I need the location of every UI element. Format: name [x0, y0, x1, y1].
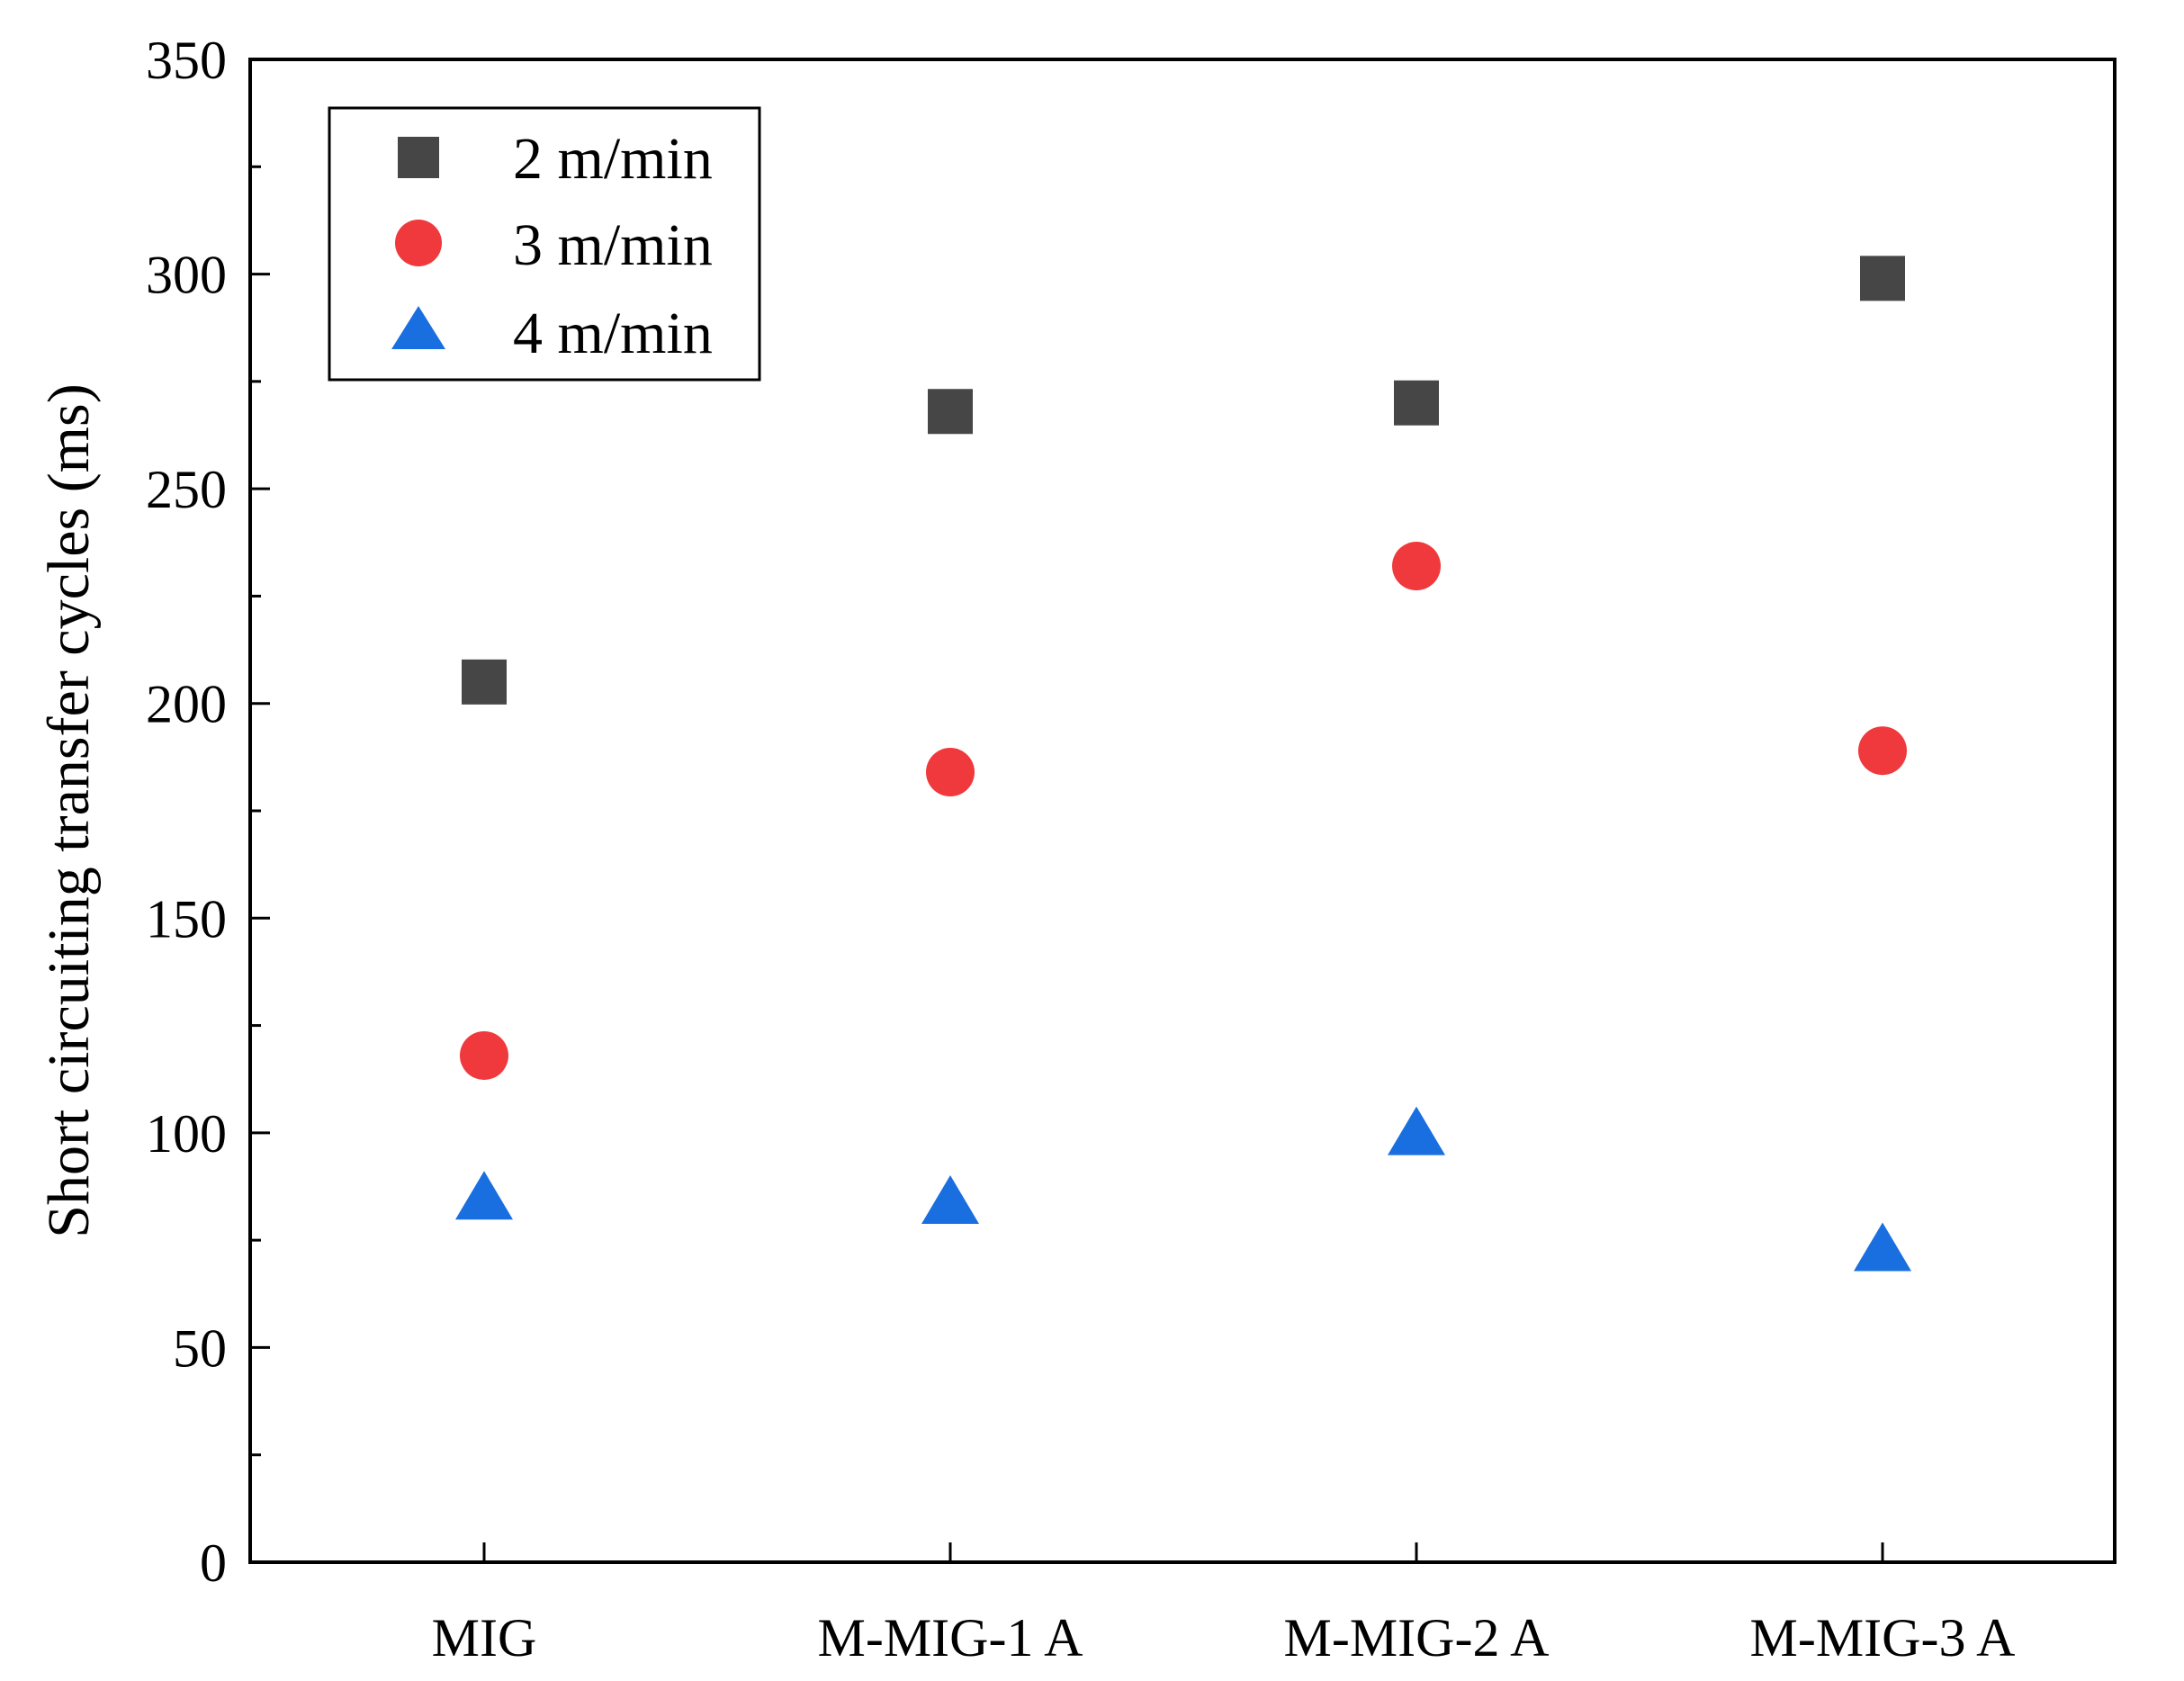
point-3m-3 [1392, 542, 1441, 591]
y-tick-label: 0 [200, 1533, 227, 1593]
y-tick-label: 250 [146, 460, 227, 519]
x-tick-label: MIG [432, 1608, 537, 1668]
legend-marker-4m [391, 306, 445, 349]
x-ticks: MIG M-MIG-1 A M-MIG-2 A M-MIG-3 A [432, 1542, 2016, 1668]
data-marks [455, 256, 1911, 1272]
legend-label-2m: 2 m/min [513, 126, 713, 192]
point-4m-1 [455, 1171, 513, 1220]
y-tick-label: 50 [173, 1318, 227, 1378]
point-3m-2 [926, 748, 975, 797]
legend-marker-3m [395, 220, 442, 266]
y-tick-label: 150 [146, 889, 227, 948]
legend-marker-2m [398, 137, 439, 178]
x-tick-label: M-MIG-1 A [818, 1608, 1083, 1668]
point-2m-3 [1394, 380, 1439, 426]
point-2m-1 [462, 659, 507, 705]
legend-label-4m: 4 m/min [513, 301, 713, 366]
point-2m-2 [928, 389, 973, 435]
point-2m-4 [1860, 256, 1905, 301]
point-3m-4 [1858, 726, 1907, 776]
point-4m-4 [1854, 1222, 1911, 1272]
point-4m-2 [921, 1174, 979, 1224]
y-tick-label: 200 [146, 675, 227, 734]
point-4m-3 [1388, 1106, 1445, 1155]
y-tick-label: 300 [146, 246, 227, 305]
legend: 2 m/min 3 m/min 4 m/min [328, 106, 761, 382]
y-ticks: 0 50 100 150 200 250 300 350 [146, 31, 270, 1593]
x-tick-label: M-MIG-2 A [1284, 1608, 1550, 1668]
y-axis-title: Short circuiting transfer cycles (ms) [36, 383, 102, 1237]
x-tick-label: M-MIG-3 A [1750, 1608, 2016, 1668]
legend-label-3m: 3 m/min [513, 212, 713, 278]
y-tick-label: 100 [146, 1104, 227, 1164]
point-3m-1 [460, 1030, 508, 1080]
plot-frame [248, 58, 2117, 1564]
y-tick-label: 350 [146, 31, 227, 90]
